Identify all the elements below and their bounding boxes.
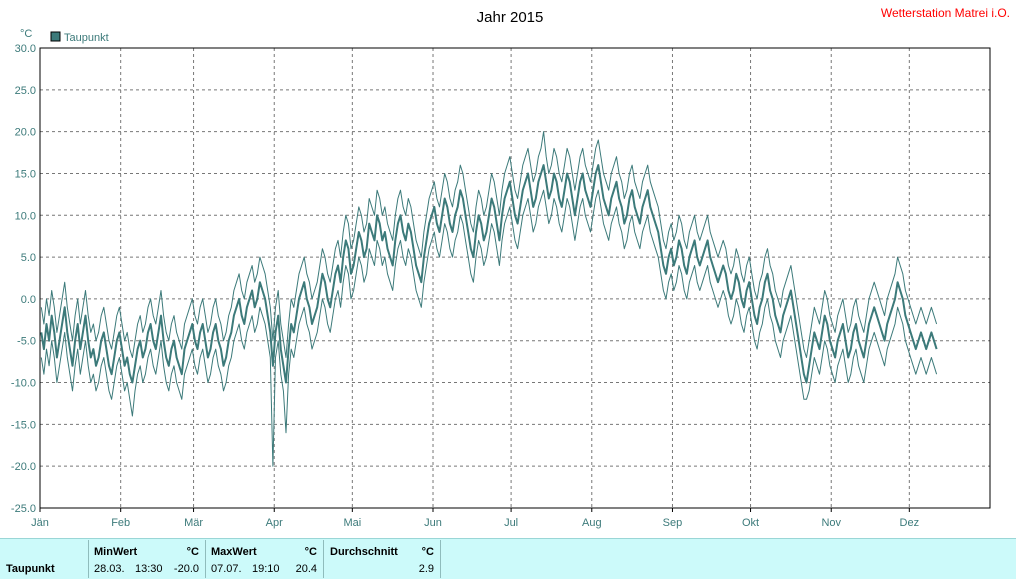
series-line-mean xyxy=(40,164,938,384)
y-tick-label: 20.0 xyxy=(15,127,36,139)
avg-value: 2.9 xyxy=(418,563,434,575)
x-tick-label: Sep xyxy=(663,517,683,529)
legend: Taupunkt xyxy=(50,31,109,44)
x-tick-label: Mär xyxy=(184,517,203,529)
min-value: -20.0 xyxy=(173,563,199,575)
stats-divider xyxy=(88,540,89,578)
stats-avg-cell: Durchschnitt °C 2.9 xyxy=(324,539,440,579)
x-tick-label: Jul xyxy=(504,517,518,529)
y-tick-label: 10.0 xyxy=(15,210,36,222)
y-unit-label: °C xyxy=(20,28,32,40)
plot-frame xyxy=(39,47,991,509)
x-tick-label: Apr xyxy=(266,517,283,529)
stats-panel: Taupunkt MinWert °C 28.03. 13:30 -20.0 M… xyxy=(0,538,1016,579)
stats-divider xyxy=(323,540,324,578)
series-layer xyxy=(40,131,938,467)
stats-row-label-cell: Taupunkt xyxy=(0,539,88,579)
y-tick-label: -15.0 xyxy=(11,419,36,431)
x-tick-label: Aug xyxy=(582,517,602,529)
y-tick-label: 25.0 xyxy=(15,85,36,97)
max-unit: °C xyxy=(304,546,317,558)
max-time: 19:10 xyxy=(252,563,280,575)
max-date: 07.07. xyxy=(211,563,242,575)
axis-layer: 30.0 25.0 20.0 15.0 10.0 5.0 0.0 -5.0 -10.0 -15.0… xyxy=(11,43,919,529)
y-tick-label: 30.0 xyxy=(15,43,36,55)
y-tick-label: -25.0 xyxy=(11,503,36,515)
stats-divider xyxy=(205,540,206,578)
max-header: MaxWert xyxy=(211,546,257,558)
series-line-min xyxy=(40,189,938,467)
x-tick-label: Jun xyxy=(424,517,442,529)
max-value: 20.4 xyxy=(295,563,317,575)
chart-title: Jahr 2015 xyxy=(477,9,544,26)
avg-unit: °C xyxy=(421,546,434,558)
legend-swatch xyxy=(50,31,61,42)
avg-header: Durchschnitt xyxy=(330,546,398,558)
min-time: 13:30 xyxy=(135,563,163,575)
stats-row-label: Taupunkt xyxy=(6,563,55,575)
y-tick-label: 5.0 xyxy=(21,252,36,264)
chart-area: 30.0 25.0 20.0 15.0 10.0 5.0 0.0 -5.0 -10.0 -15.0… xyxy=(11,6,1010,529)
x-tick-label: Feb xyxy=(111,517,130,529)
chart-svg: 30.0 25.0 20.0 15.0 10.0 5.0 0.0 -5.0 -10.0 -15.0… xyxy=(11,6,1010,529)
y-tick-label: -20.0 xyxy=(11,461,36,473)
stats-divider xyxy=(440,540,441,578)
min-unit: °C xyxy=(186,546,199,558)
grid-layer xyxy=(40,48,990,508)
min-date: 28.03. xyxy=(94,563,125,575)
series-line-max xyxy=(40,131,938,358)
y-tick-label: -5.0 xyxy=(17,336,36,348)
y-tick-label: 15.0 xyxy=(15,168,36,180)
station-name: Wetterstation Matrei i.O. xyxy=(881,6,1010,20)
legend-label: Taupunkt xyxy=(64,32,109,44)
stats-min-cell: MinWert °C 28.03. 13:30 -20.0 xyxy=(89,539,205,579)
x-tick-label: Mai xyxy=(343,517,361,529)
y-tick-label: 0.0 xyxy=(21,294,36,306)
x-tick-label: Okt xyxy=(742,517,759,529)
x-tick-label: Nov xyxy=(821,517,841,529)
x-tick-label: Dez xyxy=(900,517,920,529)
y-tick-label: -10.0 xyxy=(11,378,36,390)
stats-max-cell: MaxWert °C 07.07. 19:10 20.4 xyxy=(206,539,323,579)
x-tick-label: Jän xyxy=(31,517,49,529)
min-header: MinWert xyxy=(94,546,138,558)
